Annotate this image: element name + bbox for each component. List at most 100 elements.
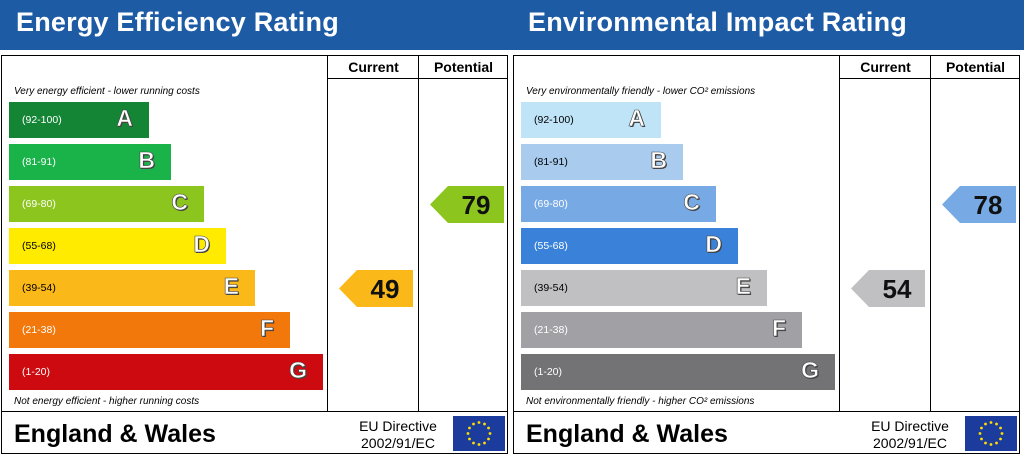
footer-directive: EU Directive 2002/91/EC — [350, 418, 446, 452]
eu-star — [472, 422, 475, 426]
rating-band-a: (92-100) A — [521, 102, 661, 138]
bottom-note: Not environmentally friendly - higher CO… — [526, 396, 755, 407]
divider — [2, 411, 507, 412]
environmental-impact-panel: Environmental Impact Rating Current Pote… — [512, 0, 1024, 457]
band-range-label: (39-54) — [534, 282, 568, 294]
eu-star — [472, 441, 475, 445]
divider — [327, 56, 328, 412]
divider — [514, 411, 1019, 412]
current-column-header: Current — [348, 59, 399, 75]
divider — [418, 56, 419, 412]
current-rating-arrow: 54 — [851, 269, 925, 307]
band-range-label: (81-91) — [534, 156, 568, 168]
rating-band-c: (69-80) C — [521, 186, 716, 222]
band-letter: E — [223, 273, 239, 300]
eu-star — [468, 437, 471, 441]
current-rating-value: 49 — [370, 273, 400, 304]
eu-star — [487, 426, 490, 430]
band-letter: B — [650, 147, 667, 174]
band-range-label: (1-20) — [534, 366, 563, 378]
band-letter: B — [138, 147, 155, 174]
band-range-label: (21-38) — [22, 324, 56, 336]
rating-band-c: (69-80) C — [9, 186, 204, 222]
footer-country: England & Wales — [14, 420, 216, 448]
potential-column-header: Potential — [433, 59, 494, 75]
band-range-label: (92-100) — [22, 114, 62, 126]
rating-band-e: (39-54) E — [9, 270, 255, 306]
band-range-label: (55-68) — [22, 240, 56, 252]
eu-star — [477, 443, 481, 446]
directive-line-1: EU Directive — [359, 418, 437, 434]
rating-band-b: (81-91) B — [521, 144, 683, 180]
energy-efficiency-panel: Energy Efficiency Rating Current Potenti… — [0, 0, 512, 454]
rating-band-b: (81-91) B — [9, 144, 171, 180]
rating-band-f: (21-38) F — [9, 312, 290, 348]
eu-flag-icon — [453, 416, 505, 451]
rating-chart-frame: Current Potential Very environmentally f… — [513, 55, 1020, 454]
arrow-shape — [339, 269, 413, 307]
bottom-note: Not energy efficient - higher running co… — [14, 396, 200, 407]
band-letter: C — [171, 189, 188, 216]
band-range-label: (39-54) — [22, 282, 56, 294]
band-letter: A — [628, 105, 645, 132]
rating-band-d: (55-68) D — [521, 228, 738, 264]
potential-column-header: Potential — [945, 59, 1006, 75]
potential-rating-arrow: 79 — [430, 185, 504, 223]
band-range-label: (69-80) — [534, 198, 568, 210]
panel-header: Energy Efficiency Rating — [0, 0, 512, 50]
top-note: Very environmentally friendly - lower CO… — [526, 86, 756, 97]
eu-star — [483, 422, 486, 426]
eu-star — [978, 432, 982, 435]
band-letter: F — [771, 315, 787, 342]
directive-line-2: 2002/91/EC — [873, 435, 947, 451]
divider — [327, 78, 507, 79]
eu-star — [1000, 432, 1004, 435]
footer-directive: EU Directive 2002/91/EC — [862, 418, 958, 452]
divider — [839, 78, 1019, 79]
divider — [930, 56, 931, 412]
arrow-shape — [942, 185, 1016, 223]
band-letter: F — [259, 315, 275, 342]
rating-band-g: (1-20) G — [521, 354, 835, 390]
band-letter: G — [801, 357, 819, 384]
top-note: Very energy efficient - lower running co… — [14, 86, 200, 97]
eu-star — [984, 441, 987, 445]
band-range-label: (55-68) — [534, 240, 568, 252]
current-rating-arrow: 49 — [339, 269, 413, 307]
potential-rating-arrow: 78 — [942, 185, 1016, 223]
band-range-label: (92-100) — [534, 114, 574, 126]
rating-band-g: (1-20) G — [9, 354, 323, 390]
potential-rating-value: 79 — [461, 189, 491, 220]
potential-rating-value: 78 — [973, 189, 1003, 220]
band-letter: D — [705, 231, 722, 258]
eu-star — [466, 432, 470, 435]
band-range-label: (21-38) — [534, 324, 568, 336]
arrow-shape — [851, 269, 925, 307]
band-letter: D — [193, 231, 210, 258]
band-letter: C — [683, 189, 700, 216]
arrow-shape — [430, 185, 504, 223]
eu-star — [468, 426, 471, 430]
eu-star — [989, 421, 993, 424]
directive-line-2: 2002/91/EC — [361, 435, 435, 451]
panel-title: Environmental Impact Rating — [528, 7, 907, 37]
rating-band-e: (39-54) E — [521, 270, 767, 306]
band-range-label: (1-20) — [22, 366, 51, 378]
band-letter: A — [116, 105, 133, 132]
eu-star — [483, 441, 486, 445]
eu-star — [999, 426, 1002, 430]
eu-star — [984, 422, 987, 426]
current-rating-value: 54 — [882, 273, 912, 304]
eu-star — [999, 437, 1002, 441]
panel-title: Energy Efficiency Rating — [16, 7, 339, 37]
eu-star — [980, 426, 983, 430]
band-letter: E — [735, 273, 751, 300]
rating-band-f: (21-38) F — [521, 312, 802, 348]
eu-star — [487, 437, 490, 441]
eu-star — [989, 443, 993, 446]
eu-star — [488, 432, 492, 435]
directive-line-1: EU Directive — [871, 418, 949, 434]
footer-country: England & Wales — [526, 420, 728, 448]
eu-star — [477, 421, 481, 424]
rating-chart-frame: Current Potential Very energy efficient … — [1, 55, 508, 454]
